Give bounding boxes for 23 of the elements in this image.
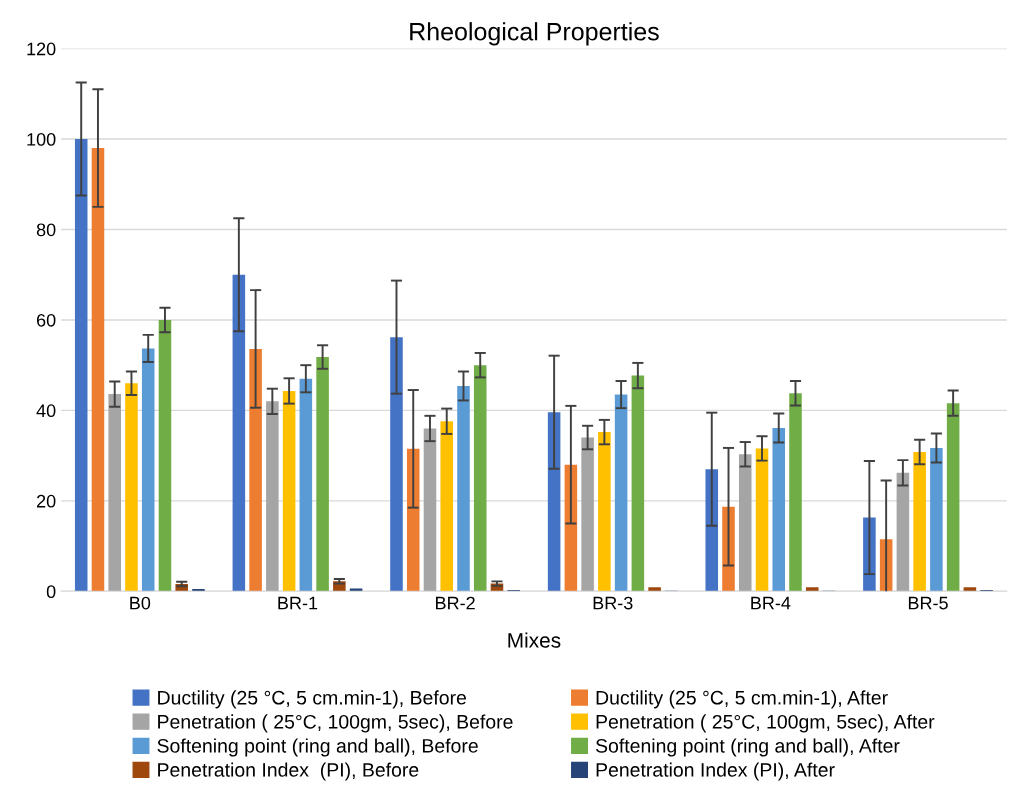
- y-tick-label: 80: [36, 223, 56, 237]
- x-tick-label: BR-4: [751, 596, 791, 610]
- legend-label: Penetration Index (PI), Before: [158, 762, 419, 781]
- chart-title: Rheological Properties: [410, 22, 659, 46]
- x-tick-label: BR-1: [278, 596, 318, 610]
- y-tick-label: 20: [36, 494, 56, 508]
- x-tick-label: BR-5: [908, 596, 948, 610]
- legend-label: Penetration ( 25°C, 100gm, 5sec), After: [596, 714, 935, 733]
- legend-label: Penetration ( 25°C, 100gm, 5sec), Before: [158, 714, 513, 733]
- legend-label: Penetration Index (PI), After: [596, 762, 835, 781]
- legend-label: Ductility (25 °C, 5 cm.min-1), After: [596, 690, 888, 709]
- x-tick-label: BR-3: [593, 596, 633, 610]
- x-axis-title: Mixes: [508, 632, 561, 648]
- y-tick-label: 40: [36, 404, 56, 418]
- x-tick-label: B0: [130, 596, 151, 610]
- y-tick-label: 100: [27, 132, 56, 146]
- y-tick-label: 0: [46, 585, 56, 599]
- legend-label: Softening point (ring and ball), After: [595, 738, 900, 757]
- x-tick-label: BR-2: [436, 596, 475, 610]
- legend-label: Softening point (ring and ball), Before: [157, 738, 478, 757]
- legend-label: Ductility (25 °C, 5 cm.min-1), Before: [158, 690, 467, 709]
- y-tick-label: 60: [36, 313, 56, 327]
- y-tick-label: 120: [27, 42, 56, 56]
